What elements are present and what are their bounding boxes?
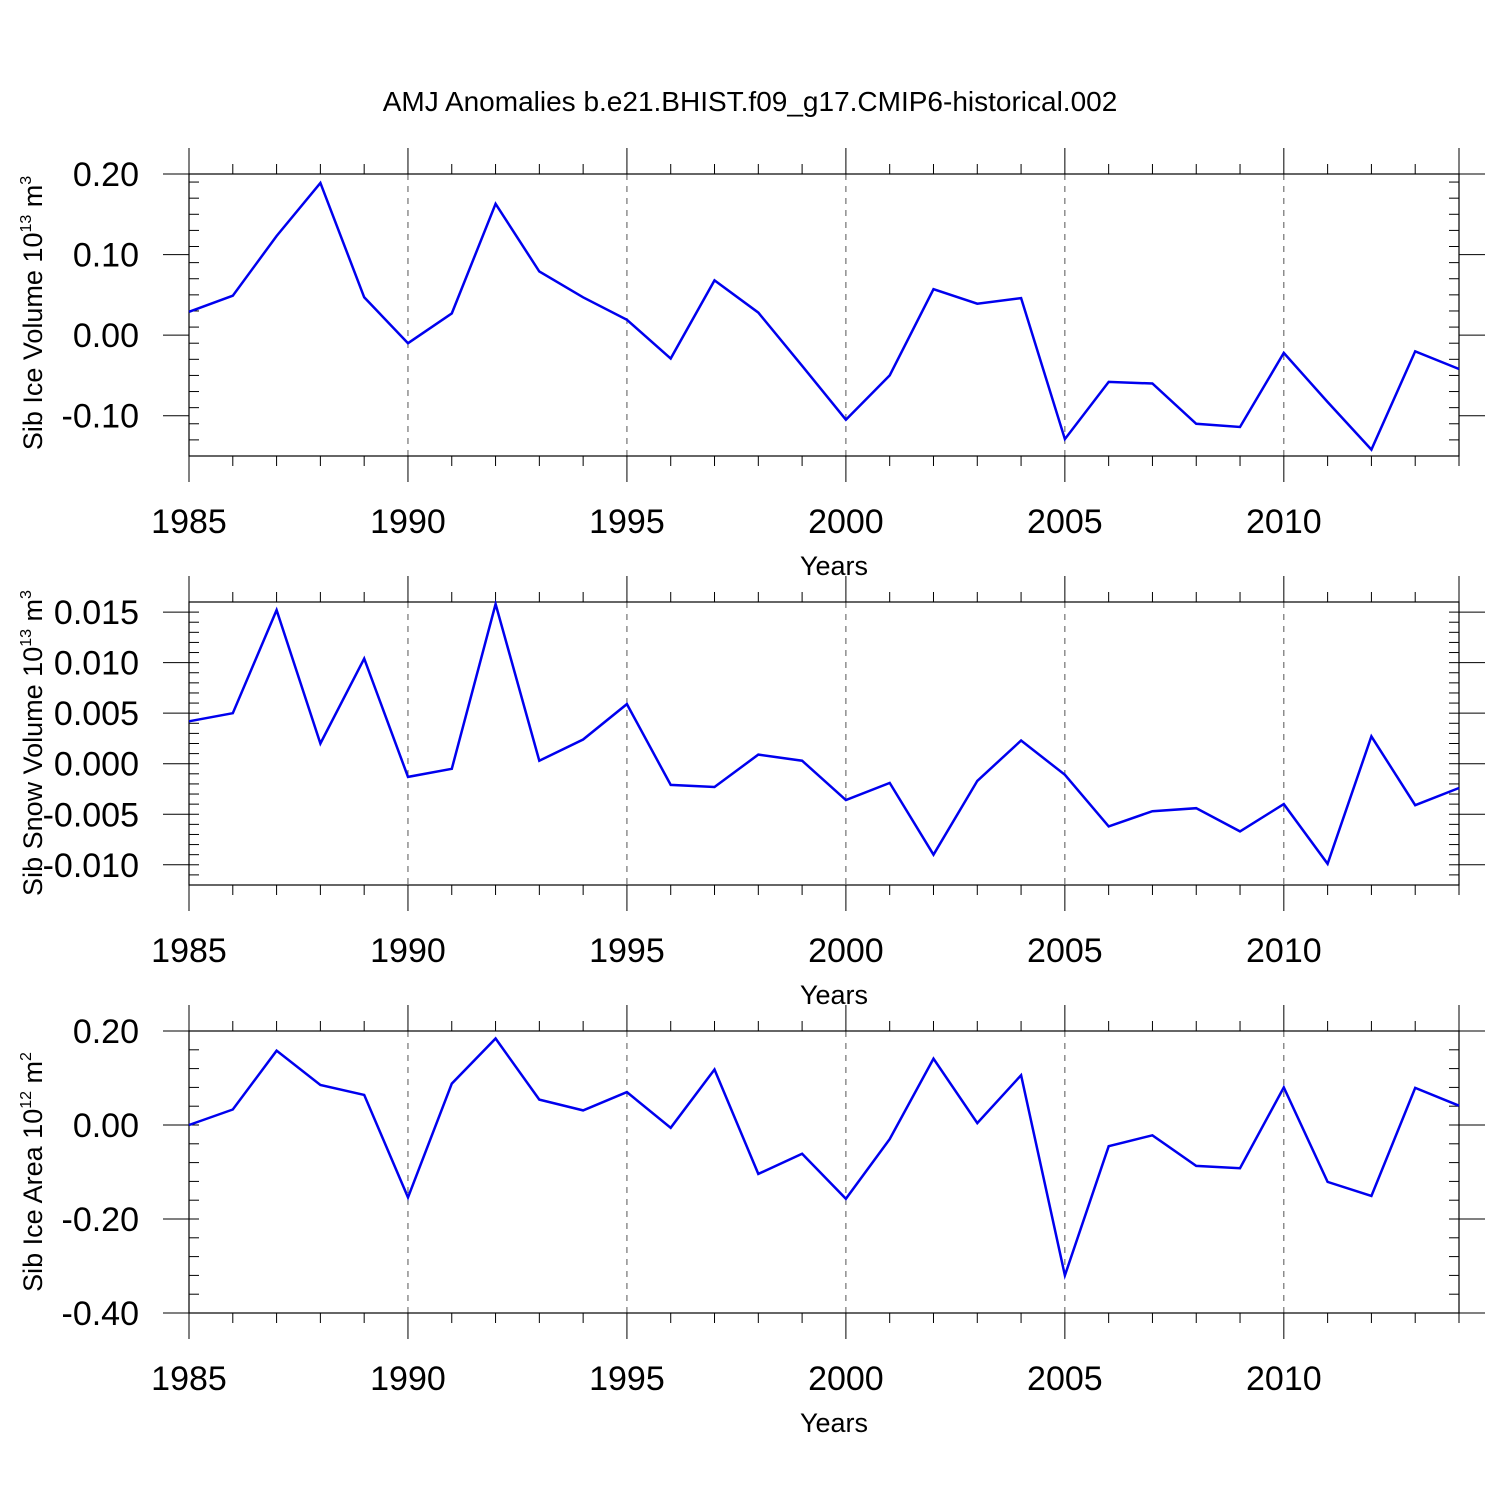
x-axis-label: Years: [800, 980, 868, 1010]
x-axis-label: Years: [800, 1408, 868, 1438]
y-axis-label-unit-exponent: 3: [18, 176, 35, 185]
x-tick-label: 2000: [808, 503, 884, 541]
x-tick-label: 2000: [808, 1360, 884, 1398]
panel-1: -0.10 0.00 0.10 0.20 1985 1990 1995 2000 2005 201…: [18, 148, 1485, 581]
x-tick-label: 1990: [370, 503, 446, 541]
plot-frame: [188, 601, 1460, 886]
x-tick-label: 1990: [370, 1360, 446, 1398]
x-tick-label: 2005: [1027, 503, 1103, 541]
y-tick-label: 0.005: [54, 695, 139, 733]
series-line-sib-ice-volume: [188, 180, 1460, 452]
y-tick-label: -0.10: [62, 398, 140, 436]
y-axis-label-text: Sib Ice Area 10: [18, 1109, 48, 1292]
plot-frame: [188, 173, 1460, 457]
x-tick-label: 2010: [1246, 932, 1322, 970]
y-axis-label-unit: m: [18, 1061, 48, 1091]
x-tick-label: 2005: [1027, 1360, 1103, 1398]
panel-3: -0.40 -0.20 0.00 0.20 1985 1990 1995 2000 2005 20…: [18, 1005, 1485, 1438]
x-tick-label: 2000: [808, 932, 884, 970]
y-axis-label-exponent: 13: [18, 629, 35, 647]
y-axis-label-exponent: 12: [18, 1091, 35, 1109]
x-tick-label: 2010: [1246, 503, 1322, 541]
x-tick-label: 1995: [589, 503, 665, 541]
y-tick-label: 0.20: [73, 1013, 139, 1051]
y-tick-label: 0.00: [73, 1107, 139, 1145]
y-tick-label: -0.40: [62, 1295, 140, 1333]
y-axis-label-unit: m: [18, 185, 48, 215]
y-axis-label-unit-exponent: 3: [18, 590, 35, 599]
y-tick-label: 0.000: [54, 746, 139, 784]
y-axis-label-exponent: 13: [18, 215, 35, 233]
y-axis-label: Sib Ice Volume 1013 m3: [18, 176, 48, 450]
y-axis-label: Sib Ice Area 1012 m2: [18, 1052, 48, 1292]
x-tick-label: 1985: [151, 1360, 227, 1398]
x-tick-label: 2005: [1027, 932, 1103, 970]
plot-frame: [188, 1030, 1460, 1314]
y-axis-label-unit-exponent: 2: [18, 1052, 35, 1061]
panel-2: -0.010 -0.005 0.000 0.005 0.010 0.015 1985 1990…: [18, 576, 1485, 1010]
y-tick-label: 0.010: [54, 645, 139, 683]
y-axis-label-unit: m: [18, 599, 48, 629]
x-tick-label: 1985: [151, 932, 227, 970]
y-tick-label: -0.20: [62, 1201, 140, 1239]
series-line-sib-ice-area: [188, 1036, 1460, 1281]
y-tick-label: -0.010: [43, 847, 139, 885]
x-tick-label: 1985: [151, 503, 227, 541]
y-tick-label: -0.005: [43, 796, 139, 834]
y-tick-label: 0.20: [73, 156, 139, 194]
x-tick-label: 1990: [370, 932, 446, 970]
x-axis-label: Years: [800, 551, 868, 581]
y-axis-label-text: Sib Ice Volume 10: [18, 233, 48, 451]
y-tick-label: 0.015: [54, 594, 139, 632]
x-tick-label: 2010: [1246, 1360, 1322, 1398]
y-tick-label: 0.00: [73, 317, 139, 355]
chart-title: AMJ Anomalies b.e21.BHIST.f09_g17.CMIP6-…: [383, 86, 1118, 117]
series-line-sib-snow-volume: [188, 599, 1460, 867]
y-tick-label: 0.10: [73, 237, 139, 275]
x-tick-label: 1995: [589, 932, 665, 970]
y-axis-label: Sib Snow Volume 1013 m3: [18, 590, 48, 896]
x-tick-label: 1995: [589, 1360, 665, 1398]
y-axis-label-text: Sib Snow Volume 10: [18, 647, 48, 896]
